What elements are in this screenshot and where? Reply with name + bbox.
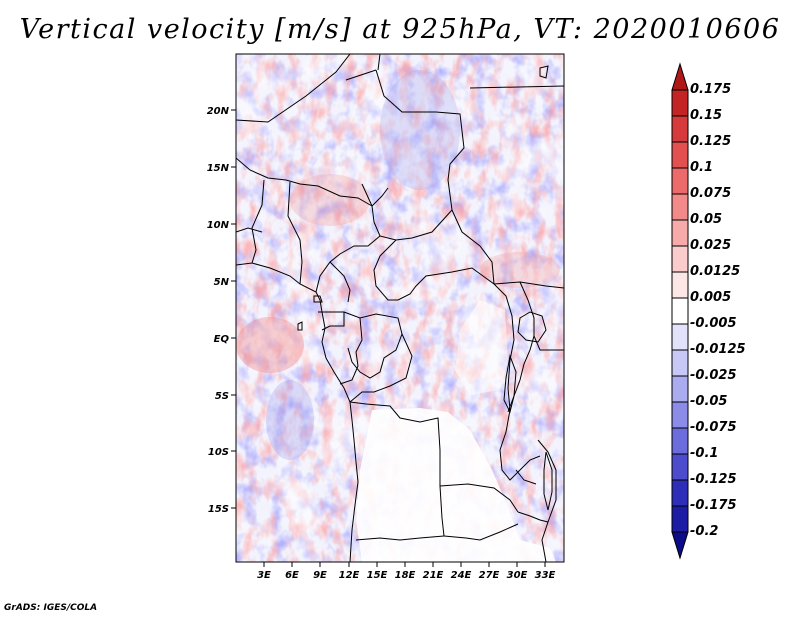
lon-tick-30e: 30E xyxy=(507,570,528,581)
lon-axis: 3E 6E 9E 12E 15E 18E 21E 24E 27E 30E 33E xyxy=(257,562,556,581)
lat-tick-15n: 15N xyxy=(207,163,230,174)
colorbar: 0.175 0.15 0.125 0.1 0.075 0.05 0.025 0.… xyxy=(671,62,746,560)
lat-tick-eq: EQ xyxy=(214,334,230,345)
colorbar-label: 0.0125 xyxy=(690,264,740,279)
colorbar-label: 0.025 xyxy=(690,238,731,253)
lat-axis: 20N 15N 10N 5N EQ 5S 10S 15S xyxy=(207,106,236,515)
colorbar-swatch xyxy=(671,505,689,533)
colorbar-label: -0.075 xyxy=(690,420,737,435)
colorbar-swatch xyxy=(671,479,689,507)
lat-tick-10n: 10N xyxy=(207,220,230,231)
colorbar-swatch xyxy=(671,167,689,195)
colorbar-label: -0.2 xyxy=(690,524,718,539)
grads-credit: GrADS: IGES/COLA xyxy=(4,603,98,613)
lon-tick-9e: 9E xyxy=(313,570,327,581)
colorbar-swatch xyxy=(671,375,689,403)
colorbar-swatch xyxy=(671,297,689,325)
colorbar-swatch xyxy=(671,219,689,247)
colorbar-swatch xyxy=(671,453,689,481)
colorbar-swatch xyxy=(671,401,689,429)
colorbar-swatch xyxy=(671,62,689,91)
colorbar-swatch xyxy=(671,323,689,351)
lon-tick-21e: 21E xyxy=(423,570,444,581)
colorbar-label: -0.0125 xyxy=(690,342,746,357)
lon-tick-3e: 3E xyxy=(257,570,271,581)
map-frame xyxy=(235,53,565,563)
colorbar-label: -0.025 xyxy=(690,368,737,383)
colorbar-label: 0.15 xyxy=(690,108,722,123)
colorbar-swatch xyxy=(671,427,689,455)
colorbar-swatch xyxy=(671,531,689,560)
boundaries xyxy=(236,54,564,562)
colorbar-label: -0.175 xyxy=(690,498,737,513)
lat-tick-5n: 5N xyxy=(214,277,230,288)
colorbar-label: -0.005 xyxy=(690,316,737,331)
lon-tick-33e: 33E xyxy=(535,570,556,581)
colorbar-label: 0.175 xyxy=(690,82,731,97)
lat-tick-5s: 5S xyxy=(215,391,229,402)
colorbar-label: 0.005 xyxy=(690,290,731,305)
colorbar-label: 0.125 xyxy=(690,134,731,149)
lon-tick-27e: 27E xyxy=(479,570,500,581)
colorbar-swatch xyxy=(671,349,689,377)
lat-tick-20n: 20N xyxy=(207,106,230,117)
lon-tick-24e: 24E xyxy=(451,570,472,581)
colorbar-swatch xyxy=(671,89,689,117)
colorbar-swatch xyxy=(671,193,689,221)
colorbar-label: 0.05 xyxy=(690,212,722,227)
colorbar-swatch xyxy=(671,141,689,169)
lat-tick-15s: 15S xyxy=(208,504,229,515)
colorbar-swatch xyxy=(671,271,689,299)
colorbar-label: 0.1 xyxy=(690,160,713,175)
colorbar-swatch xyxy=(671,115,689,143)
lon-tick-15e: 15E xyxy=(367,570,388,581)
map-title: Vertical velocity [m/s] at 925hPa, VT: 2… xyxy=(19,14,781,45)
lon-tick-12e: 12E xyxy=(339,570,360,581)
vertical-velocity-field xyxy=(236,54,564,562)
lat-tick-10s: 10S xyxy=(208,447,229,458)
colorbar-label: -0.1 xyxy=(690,446,718,461)
lon-tick-6e: 6E xyxy=(285,570,299,581)
colorbar-label: -0.05 xyxy=(690,394,727,409)
colorbar-label: -0.125 xyxy=(690,472,737,487)
lon-tick-18e: 18E xyxy=(395,570,416,581)
colorbar-swatch xyxy=(671,245,689,273)
colorbar-label: 0.075 xyxy=(690,186,731,201)
